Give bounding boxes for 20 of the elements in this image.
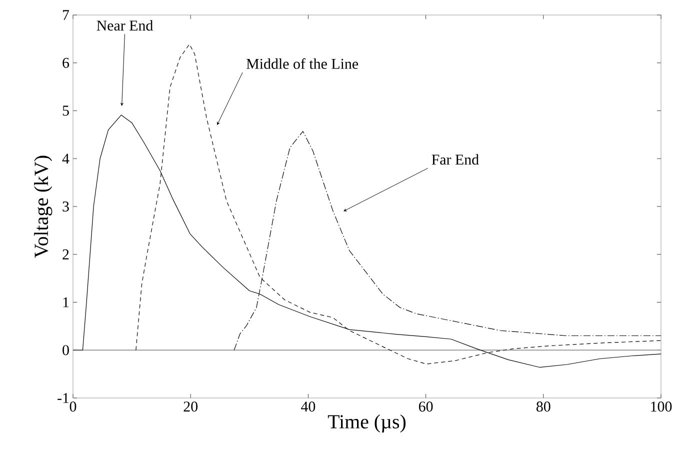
x-tick-label: 80 [536,402,550,412]
x-tick-label: 20 [184,402,198,412]
annotation: Middle of the Line [246,58,358,69]
x-tick-label: 40 [301,402,316,412]
y-tick-label: -1 [58,393,69,403]
y-tick-label: 4 [62,154,70,164]
x-tick-label: 0 [70,402,76,412]
annotation: Near End [96,20,153,31]
annotation: Far End [432,154,479,165]
y-tick-label: 6 [62,58,70,68]
y-tick-label: 0 [62,345,69,356]
x-axis-title: Time (µs) [328,414,406,433]
y-tick-label: 1 [63,297,69,308]
y-tick-label: 7 [62,10,70,20]
y-tick-label: 3 [62,201,69,212]
x-tick-label: 60 [418,402,433,412]
y-tick-label: 2 [62,249,69,260]
y-tick-label: 5 [62,106,69,116]
y-axis-title: Voltage (kV) [34,156,52,258]
x-tick-label: 100 [651,402,672,412]
